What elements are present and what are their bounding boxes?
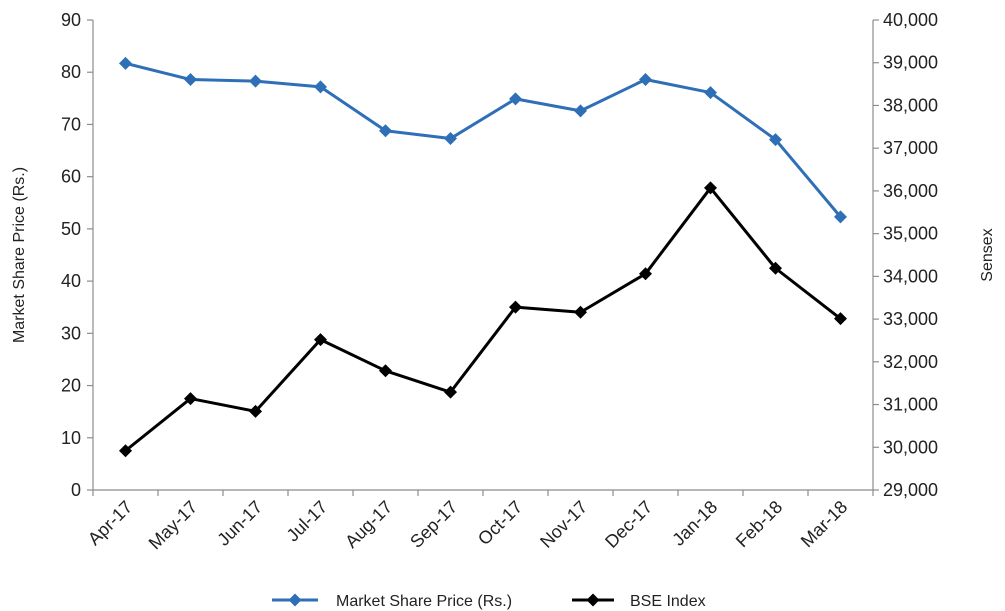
right-axis-tick-label: 36,000 bbox=[883, 181, 938, 201]
legend-marker bbox=[586, 593, 600, 607]
left-axis-tick-label: 60 bbox=[61, 167, 81, 187]
data-point-marker bbox=[769, 261, 782, 275]
x-axis-category-label: Apr-17 bbox=[84, 497, 136, 549]
x-axis-category-label: Jul-17 bbox=[283, 497, 332, 546]
series-2 bbox=[119, 181, 847, 458]
data-point-marker bbox=[574, 104, 587, 118]
data-point-marker bbox=[379, 124, 392, 138]
data-point-marker bbox=[314, 80, 327, 94]
data-point-marker bbox=[834, 312, 847, 326]
legend-item-1: Market Share Price (Rs.) bbox=[272, 593, 512, 610]
left-axis-tick-label: 10 bbox=[61, 428, 81, 448]
left-axis-tick-label: 20 bbox=[61, 376, 81, 396]
data-point-marker bbox=[574, 305, 587, 319]
legend: Market Share Price (Rs.) BSE Index bbox=[272, 593, 706, 610]
data-point-marker bbox=[184, 392, 197, 406]
left-axis-tick-label: 50 bbox=[61, 219, 81, 239]
x-axis-category-label: Feb-18 bbox=[732, 497, 786, 551]
series-line bbox=[124, 186, 842, 452]
x-axis-category-label: Nov-17 bbox=[536, 497, 591, 552]
data-point-marker bbox=[704, 181, 717, 195]
data-point-marker bbox=[249, 74, 262, 88]
data-point-marker bbox=[184, 73, 197, 87]
right-axis-tick-label: 35,000 bbox=[883, 224, 938, 244]
data-point-marker bbox=[379, 364, 392, 378]
left-axis-tick-label: 80 bbox=[61, 62, 81, 82]
right-axis-tick-label: 33,000 bbox=[883, 309, 938, 329]
left-axis-tick-label: 70 bbox=[61, 114, 81, 134]
left-axis-tick-label: 90 bbox=[61, 10, 81, 30]
data-point-marker bbox=[119, 56, 132, 70]
x-axis-category-label: Mar-18 bbox=[797, 497, 851, 551]
data-point-marker bbox=[509, 92, 522, 106]
series-1 bbox=[119, 56, 847, 224]
x-axis-category-label: Dec-17 bbox=[601, 497, 656, 552]
legend-label: Market Share Price (Rs.) bbox=[336, 593, 512, 610]
left-axis-tick-label: 0 bbox=[71, 480, 81, 500]
data-point-marker bbox=[119, 444, 132, 458]
data-point-marker bbox=[444, 132, 457, 146]
right-axis-tick-label: 34,000 bbox=[883, 266, 938, 286]
x-axis-category-label: Aug-17 bbox=[341, 497, 396, 552]
right-axis-tick-label: 39,000 bbox=[883, 53, 938, 73]
series-line bbox=[125, 61, 842, 218]
left-axis-title: Market Share Price (Rs.) bbox=[11, 167, 28, 343]
x-axis-category-label: Sep-17 bbox=[406, 497, 461, 552]
right-axis-tick-label: 29,000 bbox=[883, 480, 938, 500]
data-point-marker bbox=[704, 86, 717, 100]
legend-item-2: BSE Index bbox=[572, 593, 706, 610]
axes-group: 0 10 20 30 40 50 60 70 80 90 29,000 30,000 31,000 32,… bbox=[11, 10, 996, 553]
x-axis-category-label: Jan-18 bbox=[668, 497, 721, 550]
data-point-marker bbox=[249, 404, 262, 418]
right-axis-title: Sensex bbox=[979, 228, 996, 281]
series-layer bbox=[119, 56, 847, 458]
x-axis-category-label: May-17 bbox=[145, 497, 202, 554]
x-axis-category-label: Jun-17 bbox=[213, 497, 266, 550]
data-point-marker bbox=[509, 300, 522, 314]
data-point-marker bbox=[314, 333, 327, 347]
x-axis-category-label: Oct-17 bbox=[474, 497, 526, 549]
right-axis-tick-label: 38,000 bbox=[883, 95, 938, 115]
right-axis-tick-label: 32,000 bbox=[883, 352, 938, 372]
legend-label: BSE Index bbox=[630, 593, 706, 610]
data-point-marker bbox=[639, 73, 652, 87]
right-axis-tick-label: 40,000 bbox=[883, 10, 938, 30]
left-axis-tick-label: 40 bbox=[61, 271, 81, 291]
data-point-marker bbox=[639, 267, 652, 281]
left-axis-tick-label: 30 bbox=[61, 323, 81, 343]
legend-marker bbox=[288, 593, 302, 607]
data-point-marker bbox=[769, 133, 782, 147]
data-point-marker bbox=[834, 210, 847, 224]
right-axis-tick-label: 31,000 bbox=[883, 395, 938, 415]
right-axis-tick-label: 30,000 bbox=[883, 437, 938, 457]
data-point-marker bbox=[444, 385, 457, 399]
right-axis-tick-label: 37,000 bbox=[883, 138, 938, 158]
